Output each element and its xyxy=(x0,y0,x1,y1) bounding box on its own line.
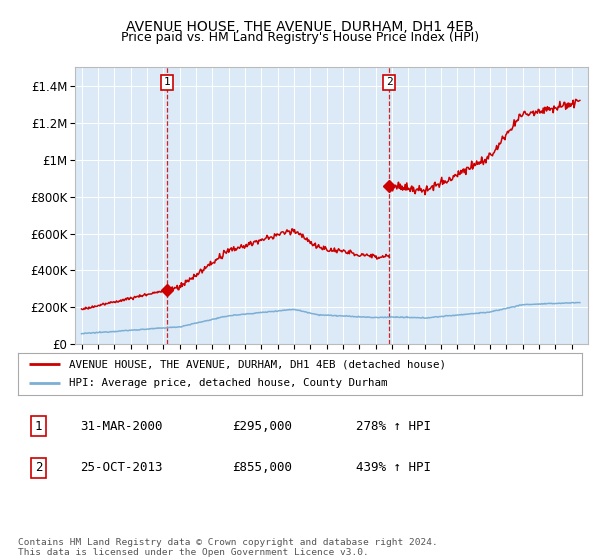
Text: 2: 2 xyxy=(35,461,43,474)
Text: 439% ↑ HPI: 439% ↑ HPI xyxy=(356,461,431,474)
Text: AVENUE HOUSE, THE AVENUE, DURHAM, DH1 4EB: AVENUE HOUSE, THE AVENUE, DURHAM, DH1 4E… xyxy=(126,20,474,34)
Text: 2: 2 xyxy=(386,77,392,87)
Text: 1: 1 xyxy=(35,420,43,433)
Text: 278% ↑ HPI: 278% ↑ HPI xyxy=(356,420,431,433)
Text: £855,000: £855,000 xyxy=(232,461,292,474)
Text: HPI: Average price, detached house, County Durham: HPI: Average price, detached house, Coun… xyxy=(69,379,387,389)
Text: £295,000: £295,000 xyxy=(232,420,292,433)
Text: Contains HM Land Registry data © Crown copyright and database right 2024.
This d: Contains HM Land Registry data © Crown c… xyxy=(18,538,438,557)
Text: AVENUE HOUSE, THE AVENUE, DURHAM, DH1 4EB (detached house): AVENUE HOUSE, THE AVENUE, DURHAM, DH1 4E… xyxy=(69,359,446,369)
Text: 1: 1 xyxy=(164,77,170,87)
Text: 31-MAR-2000: 31-MAR-2000 xyxy=(80,420,163,433)
Text: Price paid vs. HM Land Registry's House Price Index (HPI): Price paid vs. HM Land Registry's House … xyxy=(121,31,479,44)
Text: 25-OCT-2013: 25-OCT-2013 xyxy=(80,461,163,474)
